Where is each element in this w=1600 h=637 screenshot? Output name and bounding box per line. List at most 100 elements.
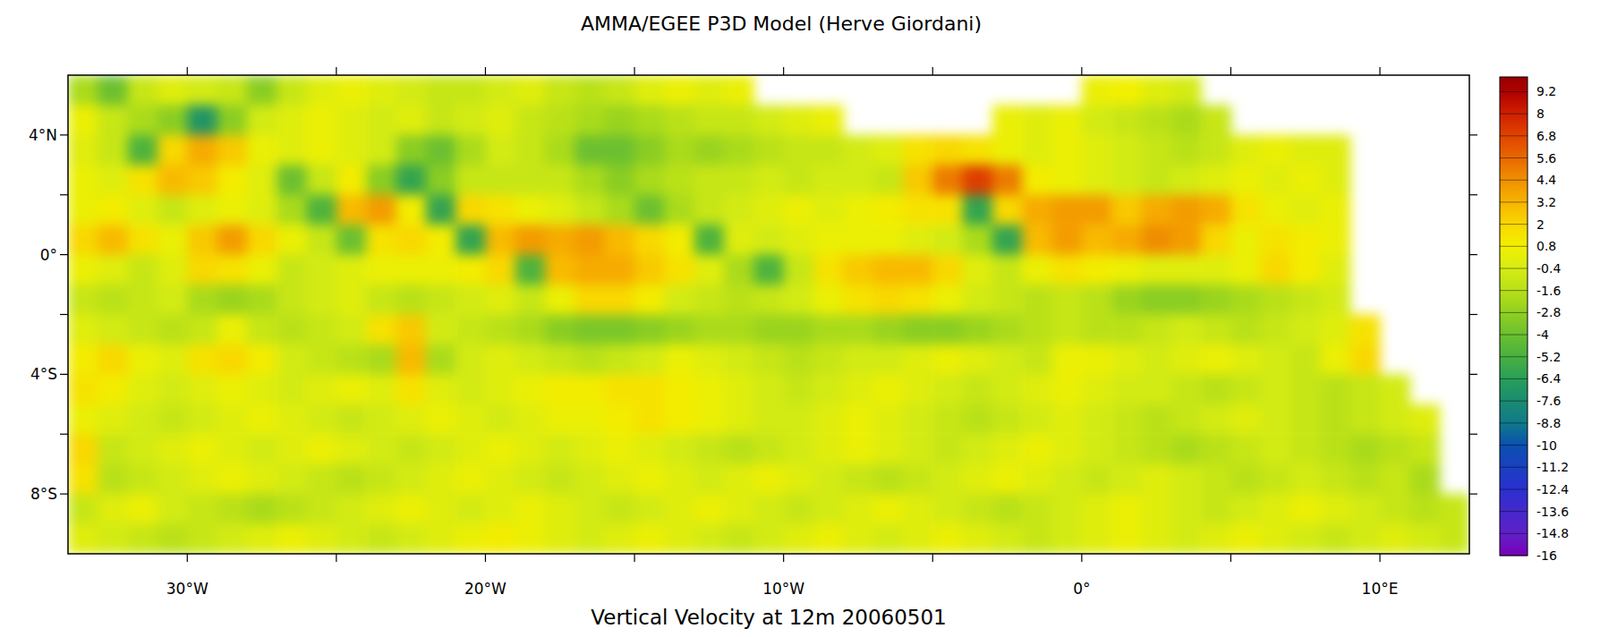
x-tick	[187, 67, 188, 76]
cell	[634, 404, 665, 435]
cell	[574, 255, 605, 286]
cell	[1081, 255, 1113, 286]
cell	[663, 314, 695, 346]
cell	[723, 493, 755, 525]
cell	[842, 524, 874, 554]
cell	[962, 524, 994, 554]
cell	[276, 314, 307, 346]
cell	[1230, 135, 1261, 166]
cell	[306, 464, 338, 495]
cell	[1021, 374, 1053, 405]
cell	[217, 344, 248, 375]
colorbar-tick-label: 0.8	[1536, 238, 1557, 254]
cell	[396, 284, 427, 315]
cell	[544, 404, 576, 435]
cell	[902, 464, 934, 495]
cell	[544, 524, 576, 554]
cell	[1052, 314, 1083, 346]
cell	[127, 284, 159, 315]
colorbar-tick-label: -5.2	[1536, 349, 1561, 365]
cell	[365, 224, 397, 256]
cell	[306, 344, 338, 375]
cell	[365, 404, 397, 435]
cell	[723, 284, 755, 315]
cell	[425, 344, 457, 375]
cell	[68, 464, 99, 495]
cell	[515, 493, 546, 525]
cell	[1052, 524, 1083, 554]
cell	[365, 374, 397, 405]
chart: 30°W20°W10°W0°10°E4°N0°4°S8°SAMMA/EGEE P…	[0, 0, 1600, 637]
cell	[336, 135, 367, 166]
cell	[127, 314, 159, 346]
cell	[1052, 493, 1083, 525]
cell	[574, 374, 605, 405]
cell	[813, 284, 844, 315]
colorbar-tick	[1499, 135, 1528, 137]
cell	[1081, 524, 1113, 554]
cell	[1140, 524, 1172, 554]
cell	[663, 434, 695, 465]
cell	[932, 524, 963, 554]
colorbar-tick	[1499, 510, 1528, 512]
cell	[932, 255, 963, 286]
x-tick	[1080, 67, 1082, 76]
cell	[604, 344, 636, 375]
cell	[336, 75, 367, 106]
cell	[1140, 195, 1172, 226]
cell	[217, 75, 248, 106]
cell	[515, 195, 546, 226]
cell	[842, 195, 874, 226]
cell	[127, 464, 159, 495]
cell	[127, 195, 159, 226]
cell	[68, 434, 99, 465]
colorbar-scale	[1499, 76, 1528, 556]
cell	[694, 464, 725, 495]
cell	[1081, 493, 1113, 525]
cell	[1350, 524, 1381, 554]
cell	[217, 104, 248, 136]
y-tick-label: 4°S	[30, 365, 58, 383]
cell	[306, 493, 338, 525]
cell	[783, 464, 815, 495]
cell	[1260, 493, 1292, 525]
colorbar-tick-label: -0.4	[1536, 261, 1561, 276]
cell	[1111, 135, 1142, 166]
cell	[992, 493, 1023, 525]
cell	[1230, 284, 1261, 315]
cell	[663, 164, 695, 196]
cell	[187, 75, 218, 106]
cell	[1319, 284, 1351, 315]
cell	[992, 404, 1023, 435]
cell	[842, 284, 874, 315]
cell	[187, 374, 218, 405]
cell	[455, 224, 486, 256]
y-tick	[1469, 254, 1478, 256]
cell	[813, 493, 844, 525]
cell	[753, 434, 784, 465]
cell	[485, 284, 516, 315]
y-minor-tick	[59, 194, 69, 196]
cell	[1409, 434, 1440, 465]
cell	[515, 344, 546, 375]
cell	[1021, 135, 1053, 166]
cell	[663, 464, 695, 495]
cell	[1260, 344, 1292, 375]
colorbar-tick-label: 6.8	[1536, 128, 1557, 144]
x-tick-label: 10°E	[1361, 579, 1399, 598]
cell	[157, 195, 188, 226]
cell	[336, 493, 367, 525]
cell	[1021, 314, 1053, 346]
cell	[1290, 224, 1321, 256]
title: AMMA/EGEE P3D Model (Herve Giordani)	[580, 12, 982, 35]
cell	[604, 75, 636, 106]
cell	[97, 164, 128, 196]
cell	[515, 404, 546, 435]
cell	[97, 135, 128, 166]
cell	[992, 224, 1023, 256]
cell	[485, 524, 516, 554]
cell	[68, 164, 99, 196]
y-tick-label: 0°	[40, 246, 58, 264]
cell	[1171, 255, 1202, 286]
cell	[1260, 284, 1292, 315]
